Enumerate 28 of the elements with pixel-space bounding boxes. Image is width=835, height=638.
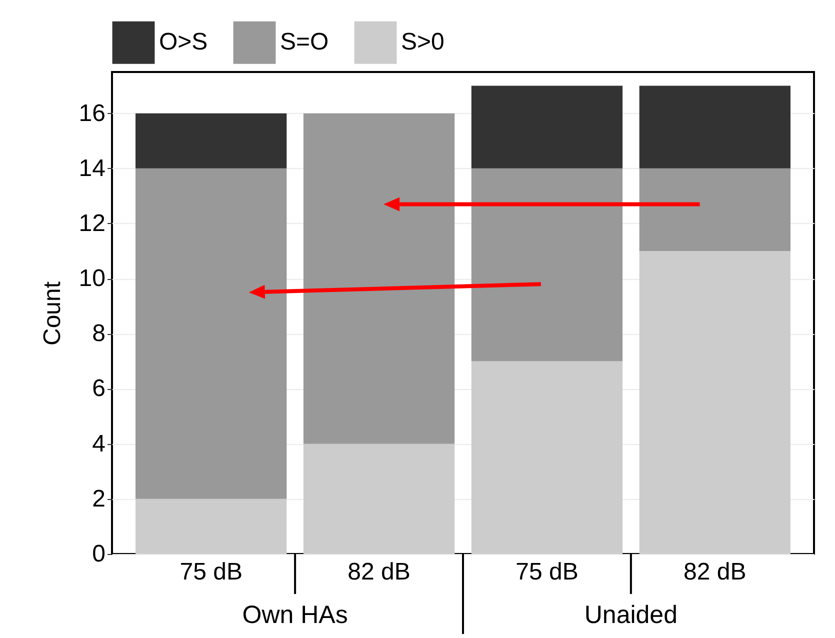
legend-label: S>0 <box>401 28 444 56</box>
legend-label: S=O <box>280 28 329 56</box>
x-tick-label: 82 dB <box>684 558 746 586</box>
y-tick-label: 2 <box>92 485 106 512</box>
x-tick-label: 75 dB <box>180 558 242 586</box>
y-tick-label: 6 <box>92 375 106 402</box>
legend-label: O>S <box>159 28 208 56</box>
y-tick-label: 14 <box>78 154 106 182</box>
x-tick-label: 82 dB <box>348 558 410 586</box>
y-tick-label: 10 <box>78 265 106 292</box>
y-tick-label: 12 <box>78 210 106 237</box>
bar <box>303 444 455 554</box>
bar <box>471 86 623 168</box>
bar <box>639 86 790 168</box>
bar <box>136 498 287 554</box>
y-tick-label: 0 <box>92 540 106 568</box>
y-tick-label: 8 <box>92 320 106 348</box>
y-tick-label: 4 <box>92 430 106 458</box>
text: Own HAs <box>242 601 348 630</box>
bar <box>136 113 287 168</box>
bar <box>639 251 790 554</box>
y-tick-label: 16 <box>78 100 106 127</box>
bar <box>639 168 790 252</box>
bar <box>136 168 287 499</box>
y-axis-title: Count <box>38 281 66 346</box>
text: Unaided <box>584 601 678 630</box>
bar <box>471 361 623 554</box>
x-tick-label: 75 dB <box>516 558 578 586</box>
